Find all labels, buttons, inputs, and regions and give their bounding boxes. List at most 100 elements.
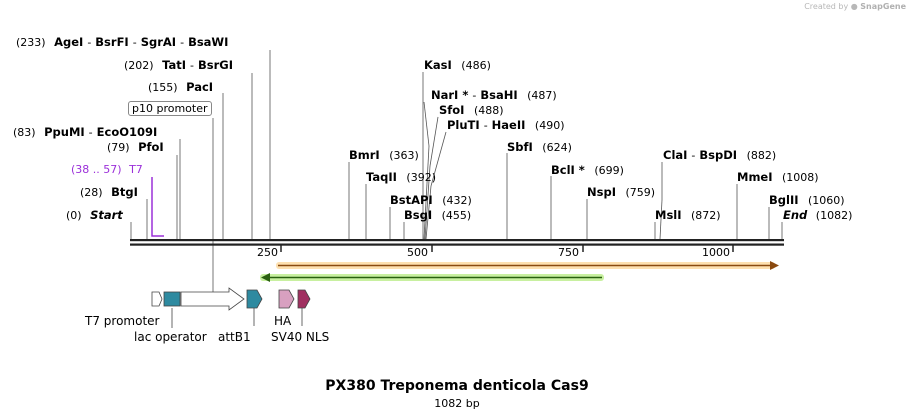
site-name-sfoi[interactable]: SfoI bbox=[439, 103, 465, 117]
tick-label-750: 750 bbox=[558, 246, 579, 259]
site-row-sfoi[interactable]: SfoI (488) bbox=[439, 103, 504, 118]
site-row-paci[interactable]: (155) PacI bbox=[148, 80, 213, 95]
site-name-haeii[interactable]: HaeII bbox=[491, 118, 526, 132]
site-name-msli[interactable]: MslI bbox=[655, 208, 682, 222]
primer-t7-mark[interactable] bbox=[151, 177, 164, 237]
snapgene-credit: Created by ● SnapGene bbox=[804, 2, 906, 11]
site-pos: (882) bbox=[746, 149, 777, 162]
orf-forward[interactable] bbox=[276, 261, 779, 270]
site-pos: (432) bbox=[442, 194, 472, 207]
site-pos: (872) bbox=[691, 209, 721, 222]
cut-line-sfoi[interactable] bbox=[429, 116, 439, 167]
map-start: (0) Start bbox=[66, 208, 123, 223]
site-pos: (624) bbox=[542, 141, 572, 154]
site-pos: (28) bbox=[80, 186, 103, 199]
feature-lac-operator-box[interactable] bbox=[163, 291, 181, 307]
feature-p10-promoter-arrow[interactable] bbox=[180, 287, 245, 311]
site-pos: (487) bbox=[527, 89, 557, 102]
feature-label-lac-operator[interactable]: lac operator bbox=[134, 330, 207, 344]
site-row-btgi[interactable]: (28) BtgI bbox=[80, 185, 138, 200]
site-row-sbfi[interactable]: SbfI (624) bbox=[507, 140, 572, 155]
sequence-backbone bbox=[130, 239, 784, 246]
credit-brand: SnapGene bbox=[860, 2, 906, 11]
cut-site-lines bbox=[130, 50, 783, 296]
feature-label-ha[interactable]: HA bbox=[274, 314, 292, 328]
snapgene-logo-icon: ● bbox=[850, 2, 858, 11]
cut-line-nari[interactable] bbox=[423, 101, 430, 147]
site-row-agei[interactable]: (233) AgeI - BsrFI - SgrAI - BsaWI bbox=[16, 35, 229, 49]
feature-t7-promoter-arrow[interactable] bbox=[151, 291, 163, 307]
site-row-taqii[interactable]: TaqII (392) bbox=[366, 170, 436, 185]
site-pos: (392) bbox=[406, 171, 437, 184]
site-name-btgi[interactable]: BtgI bbox=[111, 185, 138, 199]
site-name-pluti[interactable]: PluTI bbox=[447, 118, 480, 132]
primer-name: T7 bbox=[129, 163, 143, 176]
start-pos: (0) bbox=[66, 209, 82, 222]
site-name-ppumi[interactable]: PpuMI bbox=[44, 125, 85, 139]
site-name-bstapi[interactable]: BstAPI bbox=[390, 193, 433, 207]
site-name-taqii[interactable]: TaqII bbox=[366, 170, 397, 184]
site-pos: (488) bbox=[473, 104, 504, 117]
feature-label-attb1[interactable]: attB1 bbox=[218, 330, 251, 344]
start-label: Start bbox=[90, 208, 123, 222]
end-label: End bbox=[783, 208, 808, 222]
site-row-ppumi[interactable]: (83) PpuMI - EcoO109I bbox=[13, 125, 158, 139]
site-name-clai[interactable]: ClaI bbox=[663, 148, 688, 162]
site-name-bsgi[interactable]: BsgI bbox=[404, 208, 433, 222]
feature-label-t7-promoter[interactable]: T7 promoter bbox=[85, 314, 160, 328]
site-row-kasi[interactable]: KasI (486) bbox=[424, 58, 491, 73]
site-name-pfoi[interactable]: PfoI bbox=[138, 140, 164, 154]
site-name-mmei[interactable]: MmeI bbox=[737, 170, 773, 184]
site-pos: (233) bbox=[16, 36, 46, 49]
scale-ticks bbox=[280, 245, 734, 252]
tick-label-1000: 1000 bbox=[702, 246, 730, 259]
site-pos: (1060) bbox=[808, 194, 845, 207]
tick-label-250: 250 bbox=[257, 246, 278, 259]
site-name-bcli[interactable]: BclI * bbox=[551, 163, 585, 177]
primer-t7-label[interactable]: (38 .. 57) T7 bbox=[71, 163, 143, 177]
site-row-clai[interactable]: ClaI - BspDI (882) bbox=[663, 148, 777, 162]
site-row-bsgi[interactable]: BsgI (455) bbox=[404, 208, 471, 223]
orf-reverse[interactable] bbox=[260, 273, 604, 282]
site-name-bsawi[interactable]: BsaWI bbox=[188, 35, 229, 49]
site-name-tati[interactable]: TatI bbox=[162, 58, 186, 72]
site-name-bsrfi[interactable]: BsrFI bbox=[95, 35, 129, 49]
site-name-ecoo109i[interactable]: EcoO109I bbox=[96, 125, 158, 139]
site-name-bmri[interactable]: BmrI bbox=[349, 148, 380, 162]
site-name-paci[interactable]: PacI bbox=[186, 80, 214, 94]
site-row-tati[interactable]: (202) TatI - BsrGI bbox=[124, 58, 233, 72]
site-pos: (83) bbox=[13, 126, 36, 139]
site-row-msli[interactable]: MslI (872) bbox=[655, 208, 721, 223]
site-row-bglii[interactable]: BglII (1060) bbox=[769, 193, 845, 208]
site-pos: (363) bbox=[389, 149, 419, 162]
cut-line-pluti[interactable] bbox=[430, 131, 447, 187]
end-pos: (1082) bbox=[815, 209, 853, 222]
site-row-bstapi[interactable]: BstAPI (432) bbox=[390, 193, 472, 208]
site-pos: (759) bbox=[625, 186, 656, 199]
site-row-bcli[interactable]: BclI * (699) bbox=[551, 163, 624, 178]
site-pos: (1008) bbox=[782, 171, 819, 184]
feature-label-sv40-nls[interactable]: SV40 NLS bbox=[271, 330, 330, 344]
site-row-pluti[interactable]: PluTI - HaeII (490) bbox=[447, 118, 565, 132]
site-name-kasi[interactable]: KasI bbox=[424, 58, 452, 72]
site-name-bsrgi[interactable]: BsrGI bbox=[197, 58, 233, 72]
site-name-bspdi[interactable]: BspDI bbox=[699, 148, 738, 162]
site-row-pfoi[interactable]: (79) PfoI bbox=[107, 140, 164, 155]
site-row-nari[interactable]: NarI * - BsaHI (487) bbox=[431, 88, 557, 102]
p10-promoter-label[interactable]: p10 promoter bbox=[128, 101, 212, 116]
site-name-sgrai[interactable]: SgrAI bbox=[140, 35, 177, 49]
site-row-bmri[interactable]: BmrI (363) bbox=[349, 148, 419, 163]
feature-attb1-arrow[interactable] bbox=[246, 289, 263, 309]
site-name-bglii[interactable]: BglII bbox=[769, 193, 799, 207]
site-row-nspi[interactable]: NspI (759) bbox=[587, 185, 655, 200]
site-name-nari[interactable]: NarI * bbox=[431, 88, 469, 102]
site-name-sbfi[interactable]: SbfI bbox=[507, 140, 533, 154]
feature-sv40-nls-arrow[interactable] bbox=[297, 289, 311, 309]
site-row-mmei[interactable]: MmeI (1008) bbox=[737, 170, 819, 185]
primer-range: (38 .. 57) bbox=[71, 163, 122, 176]
site-name-nspi[interactable]: NspI bbox=[587, 185, 616, 199]
feature-ha-arrow[interactable] bbox=[278, 289, 295, 309]
site-name-agei[interactable]: AgeI bbox=[54, 35, 84, 49]
site-name-bsahi[interactable]: BsaHI bbox=[480, 88, 518, 102]
